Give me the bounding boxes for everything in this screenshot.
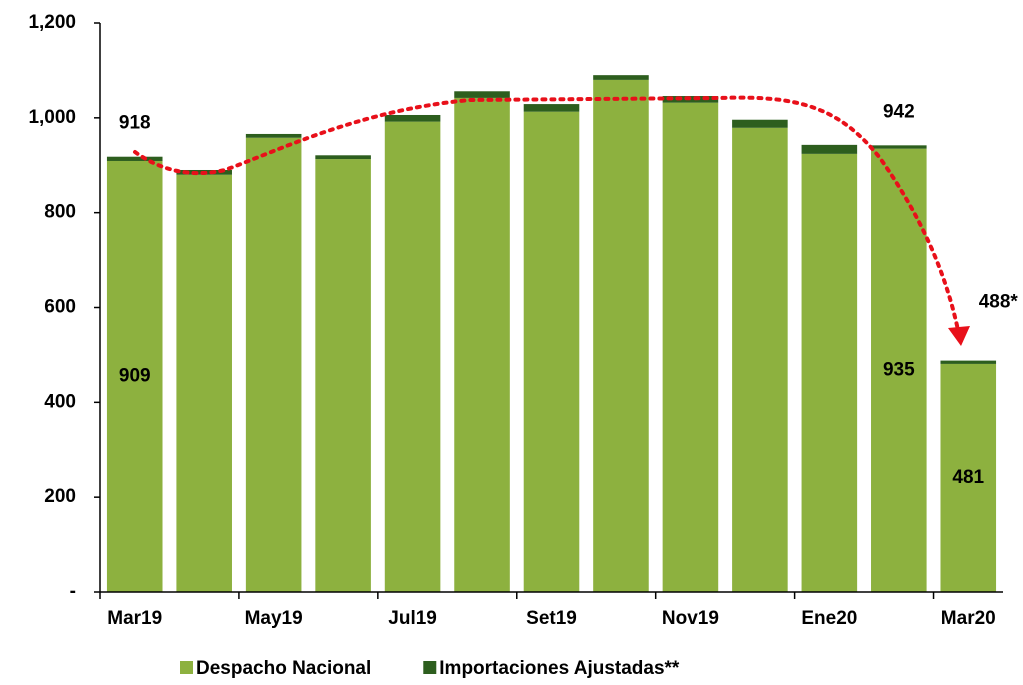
bar-segment [523,111,580,593]
x-tick-label: Jul19 [388,608,437,629]
x-tick-label: Nov19 [662,608,719,629]
x-tick-label: May19 [245,608,303,629]
total-label: 918 [119,113,151,134]
bar-segment [315,159,371,593]
legend-label: Importaciones Ajustadas** [439,658,680,679]
bar-segment [454,91,510,98]
x-tick-label: Mar20 [941,608,996,629]
bar-segment [245,133,302,138]
trend-arrow [948,326,970,346]
bar-segment [801,153,858,592]
bar-segment [801,144,858,154]
value-label: 935 [883,359,915,380]
value-label: 909 [119,366,151,387]
bar-segment [106,160,163,593]
total-label: 942 [883,101,915,122]
trend-line [133,95,960,332]
bar-segment [315,155,371,160]
legend-swatch [180,661,193,674]
legend-swatch [423,661,437,674]
bars [106,75,997,593]
total-label: 488* [979,292,1019,313]
bar-segment [940,363,997,592]
bar-segment [732,119,788,128]
bar-segment [940,360,997,364]
y-tick-label: 200 [44,486,76,507]
y-tick-label: 1,000 [28,107,76,128]
x-tick-label: Set19 [526,608,577,629]
bar-segment [454,97,510,592]
y-tick-label: 400 [44,391,76,412]
bar-segment [384,114,441,122]
x-tick-label: Ene20 [801,608,857,629]
y-tick-label: 1,200 [28,12,76,33]
bar-segment [176,174,232,592]
bar-segment [593,79,649,592]
legend-label: Despacho Nacional [196,658,371,679]
bar-segment [593,75,649,80]
bar-segment [106,156,163,161]
y-tick-label: 800 [44,202,76,223]
y-tick-label: 600 [44,297,76,318]
bar-segment [245,137,302,592]
bar-segment [871,145,927,149]
bar-segment [523,104,580,112]
y-tick-label: - [70,581,76,602]
x-tick-label: Mar19 [107,608,162,629]
bar-segment [662,102,719,592]
value-label: 481 [952,467,984,488]
bar-segment [732,127,788,592]
bar-segment [384,121,441,593]
